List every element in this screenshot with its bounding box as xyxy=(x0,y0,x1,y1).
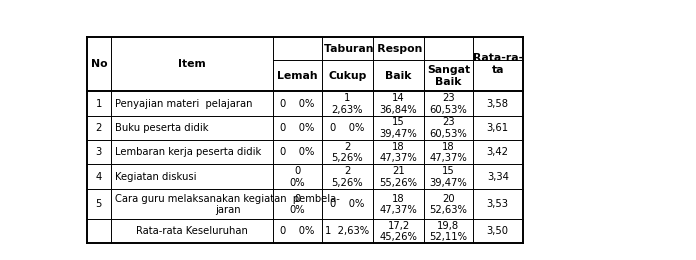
Text: Lemah: Lemah xyxy=(277,71,317,81)
Text: Rata-ra-
ta: Rata-ra- ta xyxy=(473,54,523,75)
Text: 1: 1 xyxy=(95,99,102,109)
Text: 0    0%: 0 0% xyxy=(280,99,315,109)
Text: 2
5,26%: 2 5,26% xyxy=(331,141,363,163)
Text: Buku peserta didik: Buku peserta didik xyxy=(115,123,209,133)
Text: 23
60,53%: 23 60,53% xyxy=(429,118,467,139)
Text: 3,53: 3,53 xyxy=(487,199,509,209)
Text: 3,61: 3,61 xyxy=(487,123,509,133)
Text: 14
36,84%: 14 36,84% xyxy=(380,93,418,115)
Text: 0    0%: 0 0% xyxy=(330,123,365,133)
Text: Penyajian materi  pelajaran: Penyajian materi pelajaran xyxy=(115,99,253,109)
Text: 3,42: 3,42 xyxy=(487,147,509,157)
Text: 0
0%: 0 0% xyxy=(290,166,305,188)
Text: 21
55,26%: 21 55,26% xyxy=(379,166,418,188)
Text: 0
0%: 0 0% xyxy=(290,194,305,215)
Text: 5: 5 xyxy=(95,199,102,209)
Text: Taburan Respon: Taburan Respon xyxy=(324,44,422,54)
Text: 2: 2 xyxy=(95,123,102,133)
Text: 3,58: 3,58 xyxy=(487,99,509,109)
Text: 1
2,63%: 1 2,63% xyxy=(331,93,363,115)
Text: Kegiatan diskusi: Kegiatan diskusi xyxy=(115,172,196,182)
Text: 18
47,37%: 18 47,37% xyxy=(379,141,418,163)
Text: Baik: Baik xyxy=(386,71,412,81)
Text: 0    0%: 0 0% xyxy=(280,147,315,157)
Text: 18
47,37%: 18 47,37% xyxy=(429,141,467,163)
Text: 4: 4 xyxy=(96,172,102,182)
Text: 17,2
45,26%: 17,2 45,26% xyxy=(379,220,418,242)
Text: 1  2,63%: 1 2,63% xyxy=(325,226,370,236)
Text: 3: 3 xyxy=(96,147,102,157)
Text: 15
39,47%: 15 39,47% xyxy=(429,166,467,188)
Text: Cara guru melaksanakan kegiatan  pembela-
jaran: Cara guru melaksanakan kegiatan pembela-… xyxy=(115,194,340,215)
Text: Item: Item xyxy=(178,59,206,69)
Text: 19,8
52,11%: 19,8 52,11% xyxy=(429,220,468,242)
Text: Cukup: Cukup xyxy=(328,71,367,81)
Text: 0    0%: 0 0% xyxy=(280,226,315,236)
Text: 20
52,63%: 20 52,63% xyxy=(429,194,467,215)
Text: Sangat
Baik: Sangat Baik xyxy=(427,65,470,87)
Text: 23
60,53%: 23 60,53% xyxy=(429,93,467,115)
Text: 0    0%: 0 0% xyxy=(330,199,365,209)
Text: 2
5,26%: 2 5,26% xyxy=(331,166,363,188)
Text: 3,34: 3,34 xyxy=(487,172,509,182)
Text: Rata-rata Keseluruhan: Rata-rata Keseluruhan xyxy=(136,226,248,236)
Text: 3,50: 3,50 xyxy=(487,226,509,236)
Text: Lembaran kerja peserta didik: Lembaran kerja peserta didik xyxy=(115,147,261,157)
Text: 15
39,47%: 15 39,47% xyxy=(379,118,418,139)
Text: 18
47,37%: 18 47,37% xyxy=(379,194,418,215)
Text: 0    0%: 0 0% xyxy=(280,123,315,133)
Text: No: No xyxy=(90,59,107,69)
